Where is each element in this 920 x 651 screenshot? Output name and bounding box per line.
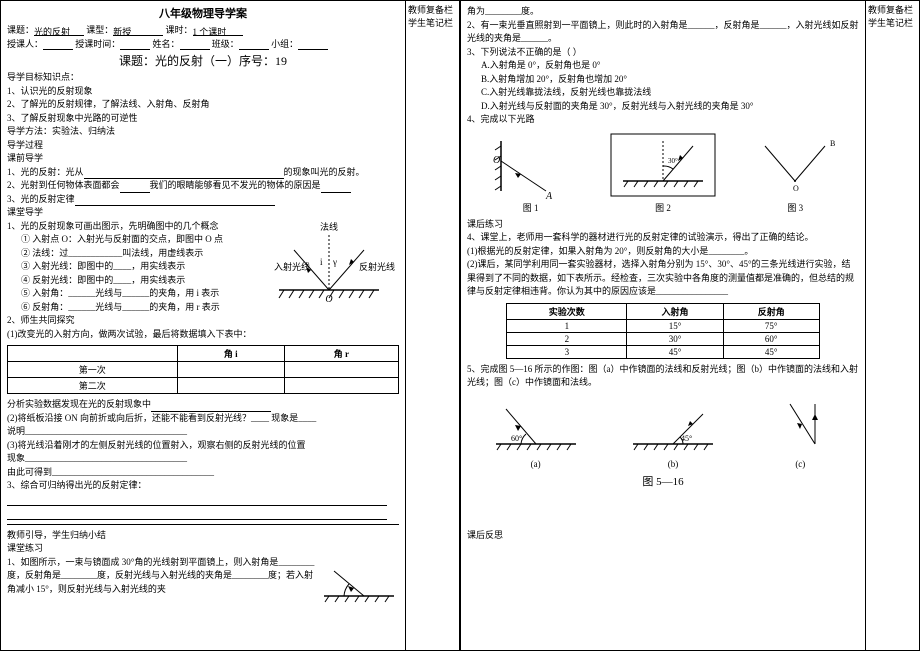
q1-svg xyxy=(319,556,399,606)
class2-6: 由此可得到___________________________________… xyxy=(7,466,399,480)
fig1: O A 图 1 xyxy=(481,131,581,214)
class2-3: 说明____________________________________ xyxy=(7,425,399,439)
period-value: 1 个课时 xyxy=(193,25,243,36)
method-line: 导学方法：实验法、归纳法 xyxy=(7,125,399,139)
side-r2: 学生笔记栏 xyxy=(868,16,917,29)
class-blank xyxy=(239,39,269,50)
svg-text:O: O xyxy=(493,155,500,166)
label-incident: 入射光线 xyxy=(274,261,310,272)
label-reflected: 反射光线 xyxy=(359,261,395,272)
goal-2: 2、了解光的反射规律，了解法线、入射角、反射角 xyxy=(7,98,399,112)
time-blank xyxy=(120,39,150,50)
doc-title: 八年级物理导学案 xyxy=(7,5,399,21)
fig516-label: 图 5—16 xyxy=(467,473,859,489)
type-label: 课型： xyxy=(86,25,113,35)
q3-d: D.入射光线与反射面的夹角是 30°，反射光线与入射光线的夹角是 30° xyxy=(467,100,859,114)
label-O: O xyxy=(325,294,332,305)
summary: 教师引导，学生归纳小结 xyxy=(7,529,399,543)
hw4-1: (1)根据光的反射定律，如果入射角为 20°，则反射角的大小是________。 xyxy=(467,245,859,259)
table-2: 实验次数入射角反射角 115°75° 230°60° 345°45° xyxy=(506,303,820,359)
reflection-header: 课后反思 xyxy=(467,529,859,543)
group-blank xyxy=(298,39,328,50)
class2-5: 现象____________________________________ xyxy=(7,452,399,466)
class3: 3、综合可归纳得出光的反射定律： xyxy=(7,479,399,493)
class2-header: 2、师生共同探究 xyxy=(7,314,399,328)
worksheet-container: 八年级物理导学案 课题：光的反射 课型：新授 课时：1 个课时 授课人： 授课时… xyxy=(0,0,920,651)
preview-1: 1、光的反射：光从的现象叫光的反射。 xyxy=(7,166,399,180)
period-label: 课时： xyxy=(166,25,193,35)
type-value: 新授 xyxy=(113,25,163,36)
header-row-1: 课题：光的反射 课型：新授 课时：1 个课时 xyxy=(7,23,399,36)
class-label: 班级： xyxy=(212,39,239,49)
fig2: 30° 图 2 xyxy=(608,131,718,214)
left-main: 八年级物理导学案 课题：光的反射 课型：新授 课时：1 个课时 授课人： 授课时… xyxy=(1,1,405,650)
class2-2: (2)将纸板沿接 ON 向前折或向后折，还能不能看到反射光线？____ 现象是_… xyxy=(7,412,399,426)
group-label: 小组： xyxy=(271,39,298,49)
process-header: 导学过程 xyxy=(7,139,399,153)
q3-b: B.入射角增加 20°，反射角也增加 20° xyxy=(467,73,859,87)
fig-b: 45° (b) xyxy=(623,394,723,469)
label-i: i xyxy=(320,257,323,267)
q1-diagram xyxy=(319,556,399,606)
method-value: 实验法、归纳法 xyxy=(52,126,115,136)
side-r1: 教师复备栏 xyxy=(868,3,917,16)
side-l2: 学生笔记栏 xyxy=(408,16,457,29)
goal-3: 3、了解反射现象中光路的可逆性 xyxy=(7,112,399,126)
svg-text:B: B xyxy=(830,139,835,148)
goals-header: 导学目标知识点： xyxy=(7,71,399,85)
q1-block: 1、如图所示，一束与镜面成 30°角的光线射到平面镜上，则入射角是_______… xyxy=(7,556,399,606)
table-1: 角 i角 r 第一次 第二次 xyxy=(7,345,399,394)
method-label: 导学方法： xyxy=(7,126,52,136)
page-left: 八年级物理导学案 课题：光的反射 课型：新授 课时：1 个课时 授课人： 授课时… xyxy=(0,0,460,651)
fig-c: (c) xyxy=(760,394,840,469)
right-main: 角为________度。 2、有一束光垂直照射到一平面镜上，则此时的入射角是__… xyxy=(461,1,865,650)
hw4-2: (2)课后，某同学利用同一套实验器材，选择入射角分别为 15°、30°、45°的… xyxy=(467,258,859,299)
class2-1: (1)改变光的入射方向，做两次试验，最后将数据填入下表中： xyxy=(7,328,399,342)
q3-a: A.入射角是 0°，反射角也是 0° xyxy=(467,59,859,73)
name-blank xyxy=(180,39,210,50)
analysis: 分析实验数据发现在光的反射现象中 xyxy=(7,398,399,412)
right-sidebar: 教师复备栏 学生笔记栏 xyxy=(865,1,919,650)
goal-1: 1、认识光的反射现象 xyxy=(7,85,399,99)
svg-text:30°: 30° xyxy=(668,157,678,165)
fig-a: 60° (a) xyxy=(486,394,586,469)
reflection-svg: 法线 入射光线 反射光线 i γ O xyxy=(259,220,399,310)
teacher-label: 授课人： xyxy=(7,39,43,49)
teacher-blank xyxy=(43,39,73,50)
side-l1: 教师复备栏 xyxy=(408,3,457,16)
q1-cont: 角为________度。 xyxy=(467,5,859,19)
section-1: 法线 入射光线 反射光线 i γ O 1、光的反射现象 xyxy=(7,220,399,315)
hw-header: 课后练习 xyxy=(467,218,859,232)
svg-text:45°: 45° xyxy=(681,434,692,443)
preview-3: 3、光的反射定律 xyxy=(7,193,399,207)
fig3: B O 图 3 xyxy=(745,131,845,214)
lesson-title: 课题：光的反射（一）序号：19 xyxy=(7,52,399,69)
preview-header: 课前导学 xyxy=(7,152,399,166)
header-row-2: 授课人： 授课时间： 姓名： 班级： 小组： xyxy=(7,37,399,50)
q4: 4、完成以下光路 xyxy=(467,113,859,127)
label-normal: 法线 xyxy=(320,221,338,232)
label-r: γ xyxy=(332,257,337,267)
svg-text:O: O xyxy=(793,184,799,193)
svg-text:60°: 60° xyxy=(511,434,522,443)
hw5: 5、完成图 5—16 所示的作图：图（a）中作镜面的法线和反射光线；图（b）中作… xyxy=(467,363,859,390)
left-sidebar: 教师复备栏 学生笔记栏 xyxy=(405,1,459,650)
time-label: 授课时间： xyxy=(75,39,120,49)
q3-c: C.入射光线靠拢法线，反射光线也靠拢法线 xyxy=(467,86,859,100)
preview-2: 2、光射到任何物体表面都会我们的眼睛能够看见不发光的物体的原因是 xyxy=(7,179,399,193)
svg-text:A: A xyxy=(545,191,553,201)
topic-value: 光的反射 xyxy=(34,25,84,36)
fig516-row: 60° (a) 45° (b) xyxy=(467,394,859,469)
practice-header: 课堂练习 xyxy=(7,542,399,556)
name-label: 姓名： xyxy=(153,39,180,49)
reflection-diagram: 法线 入射光线 反射光线 i γ O xyxy=(259,220,399,310)
class2-4: (3)将光线沿着刚才的左侧反射光线的位置射入，观察右侧的反射光线的位置 xyxy=(7,439,399,453)
class-header: 课堂导学 xyxy=(7,206,399,220)
q3-header: 3、下列说法不正确的是（ ） xyxy=(467,46,859,60)
topic-label: 课题： xyxy=(7,25,34,35)
q4-diagrams: O A 图 1 30° 图 2 xyxy=(467,131,859,214)
q2: 2、有一束光垂直照射到一平面镜上，则此时的入射角是______，反射角是____… xyxy=(467,19,859,46)
hw4-intro: 4、课堂上，老师用一套科学的器材进行光的反射定律的试验演示，得出了正确的结论。 xyxy=(467,231,859,245)
page-right: 角为________度。 2、有一束光垂直照射到一平面镜上，则此时的入射角是__… xyxy=(460,0,920,651)
